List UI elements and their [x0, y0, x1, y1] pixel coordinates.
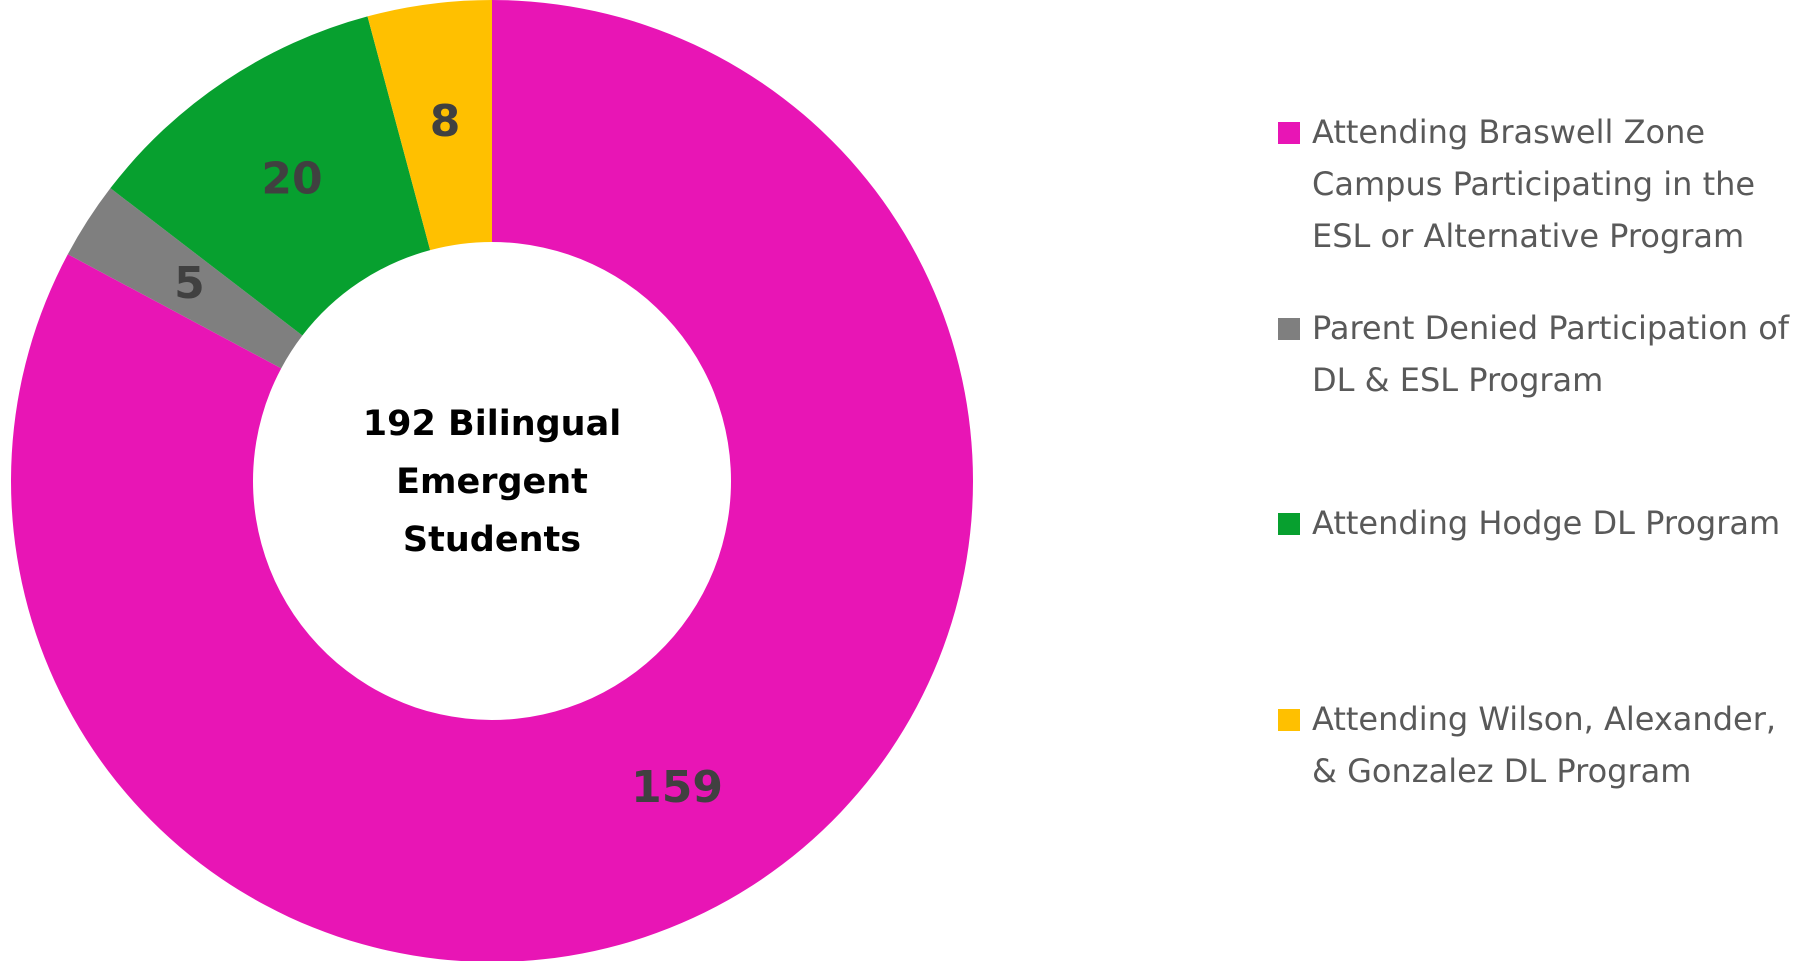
- data-label: 8: [430, 96, 461, 147]
- legend-swatch: [1278, 122, 1300, 144]
- legend-swatch: [1278, 513, 1300, 535]
- legend-label: Attending Hodge DL Program: [1312, 504, 1781, 542]
- legend-label: Attending Braswell Zone Campus Participa…: [1312, 113, 1756, 255]
- data-label: 20: [261, 154, 322, 205]
- legend-swatch: [1278, 318, 1300, 340]
- legend-swatch: [1278, 709, 1300, 731]
- donut-slice: [367, 0, 492, 251]
- donut-slice: [11, 0, 973, 961]
- data-label: 5: [174, 258, 205, 309]
- donut-slice: [67, 188, 303, 369]
- data-label: 159: [631, 762, 723, 813]
- center-label: 192 Bilingual Emergent Students: [362, 404, 622, 560]
- donut-slice: [110, 16, 431, 336]
- legend-label: Parent Denied Participation of DL & ESL …: [1312, 309, 1790, 399]
- legend-label: Attending Wilson, Alexander, & Gonzalez …: [1312, 700, 1777, 790]
